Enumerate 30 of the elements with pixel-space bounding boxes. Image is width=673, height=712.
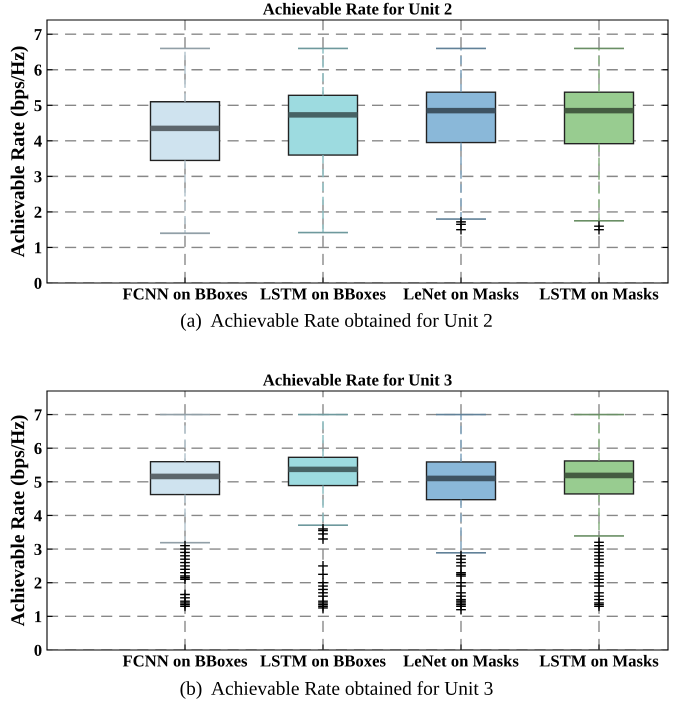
- x-tick-label: LSTM on Masks: [540, 288, 658, 300]
- x-tick-label: LSTM on Masks: [540, 654, 658, 667]
- y-tick-label: 6: [34, 442, 42, 454]
- chart-title: Achievable Rate for Unit 2: [262, 2, 452, 15]
- y-tick-label: 4: [34, 510, 42, 522]
- x-tick-label: LeNet on Masks: [403, 654, 518, 667]
- y-tick-label: 0: [34, 278, 42, 289]
- y-tick-label: 7: [34, 409, 42, 420]
- x-tick-label: LSTM on BBoxes: [260, 288, 386, 300]
- y-tick-label: 5: [34, 100, 42, 112]
- x-tick-label: FCNN on BBoxes: [122, 288, 248, 300]
- y-tick-label: 1: [35, 611, 42, 622]
- y-tick-label: 2: [34, 206, 42, 218]
- x-tick-label: LeNet on Masks: [403, 288, 518, 300]
- y-tick-label: 3: [34, 544, 42, 556]
- y-tick-label: 3: [34, 171, 42, 182]
- text: (a) Achievable Rate obtained for Unit 2: [181, 313, 492, 331]
- y-tick-label: 6: [34, 64, 42, 76]
- y-tick-label: 2: [34, 577, 42, 589]
- x-tick-label: LSTM on BBoxes: [260, 655, 386, 667]
- text: (b) Achievable Rate obtained for Unit 3: [180, 681, 493, 699]
- y-axis-title: Achievable Rate (bps/Hz): [10, 416, 28, 626]
- y-tick-label: 1: [35, 242, 42, 254]
- x-tick-label: FCNN on BBoxes: [122, 655, 248, 667]
- y-tick-label: 5: [34, 476, 42, 488]
- y-tick-label: 7: [34, 29, 42, 40]
- y-tick-label: 4: [34, 136, 42, 147]
- y-tick-label: 0: [34, 644, 42, 656]
- y-axis-title: Achievable Rate (bps/Hz): [10, 46, 28, 258]
- chart-title: Achievable Rate for Unit 3: [262, 374, 452, 386]
